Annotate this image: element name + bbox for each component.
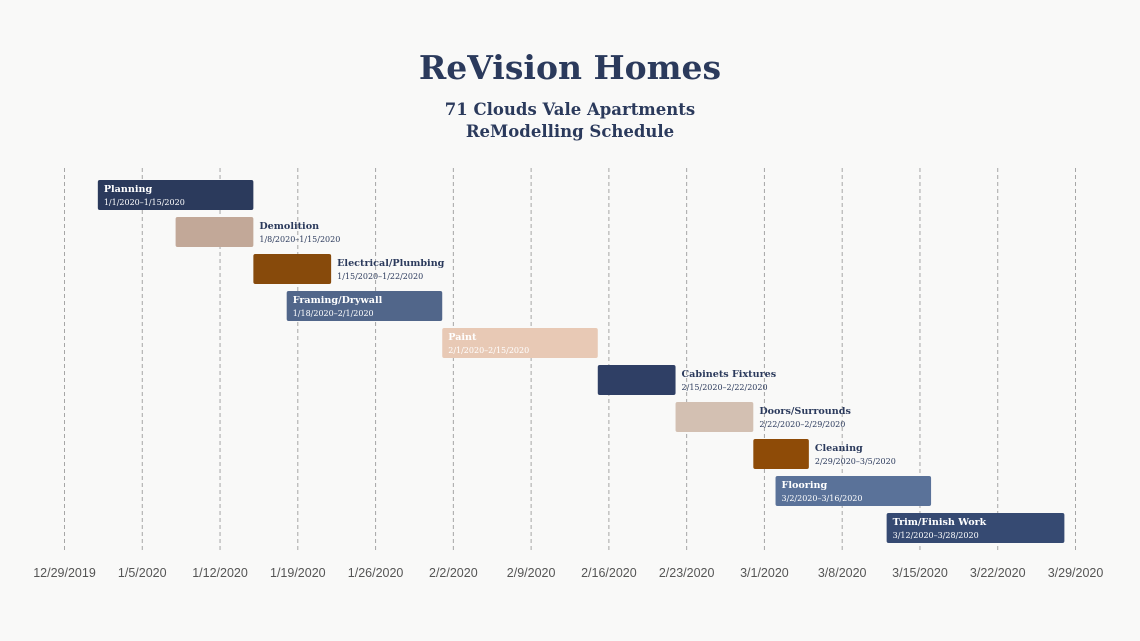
- task-bar: [675, 402, 754, 432]
- task-bar: [253, 254, 332, 284]
- x-tick-label: 3/8/2020: [818, 566, 867, 580]
- task-bar: [442, 328, 598, 358]
- x-tick-label: 1/19/2020: [270, 566, 326, 580]
- task-dates: 3/12/2020–3/28/2020: [893, 531, 979, 540]
- task-trim-finish-work: Trim/Finish Work 3/12/2020–3/28/2020: [886, 513, 1065, 543]
- task-dates: 1/15/2020–1/22/2020: [337, 272, 423, 281]
- task-cabinets-fixtures: Cabinets Fixtures 2/15/2020–2/22/2020: [597, 365, 777, 395]
- task-dates: 2/1/2020–2/15/2020: [448, 346, 529, 355]
- task-bar: [286, 291, 443, 321]
- task-dates: 2/22/2020–2/29/2020: [759, 420, 845, 429]
- task-doors-surrounds: Doors/Surrounds 2/22/2020–2/29/2020: [675, 402, 851, 432]
- x-tick-label: 3/15/2020: [892, 566, 948, 580]
- x-tick-label: 2/16/2020: [581, 566, 637, 580]
- task-name: Cleaning: [815, 443, 863, 454]
- task-planning: Planning 1/1/2020–1/15/2020: [97, 180, 254, 210]
- task-paint: Paint 2/1/2020–2/15/2020: [442, 328, 598, 358]
- task-bar: [97, 180, 254, 210]
- task-name: Cabinets Fixtures: [682, 369, 777, 380]
- task-demolition: Demolition 1/8/2020–1/15/2020: [175, 217, 340, 247]
- task-name: Doors/Surrounds: [759, 406, 851, 417]
- chart-title: ReVision Homes: [418, 48, 722, 87]
- task-bar: [753, 439, 809, 469]
- task-dates: 1/1/2020–1/15/2020: [104, 198, 185, 207]
- task-name: Flooring: [782, 480, 828, 491]
- task-name: Paint: [448, 332, 477, 343]
- x-tick-label: 3/22/2020: [970, 566, 1026, 580]
- task-name: Demolition: [259, 221, 319, 232]
- chart-subtitle-line2: ReModelling Schedule: [465, 122, 675, 141]
- task-electrical-plumbing: Electrical/Plumbing 1/15/2020–1/22/2020: [253, 254, 445, 284]
- x-tick-label: 2/23/2020: [659, 566, 715, 580]
- task-bar: [775, 476, 932, 506]
- x-tick-label: 3/29/2020: [1048, 566, 1104, 580]
- task-name: Planning: [104, 184, 153, 195]
- task-bar: [886, 513, 1065, 543]
- x-tick-label: 2/9/2020: [507, 566, 556, 580]
- x-tick-label: 1/5/2020: [118, 566, 167, 580]
- task-dates: 1/18/2020–2/1/2020: [293, 309, 374, 318]
- x-tick-label: 1/26/2020: [348, 566, 404, 580]
- task-bar: [175, 217, 254, 247]
- x-tick-label: 3/1/2020: [740, 566, 789, 580]
- task-name: Trim/Finish Work: [893, 517, 987, 528]
- task-dates: 1/8/2020–1/15/2020: [259, 235, 340, 244]
- task-cleaning: Cleaning 2/29/2020–3/5/2020: [753, 439, 896, 469]
- task-name: Electrical/Plumbing: [337, 258, 445, 269]
- task-name: Framing/Drywall: [293, 295, 383, 306]
- x-tick-label: 2/2/2020: [429, 566, 478, 580]
- task-dates: 3/2/2020–3/16/2020: [782, 494, 863, 503]
- chart-subtitle-line1: 71 Clouds Vale Apartments: [444, 100, 696, 119]
- task-dates: 2/29/2020–3/5/2020: [815, 457, 896, 466]
- task-bar: [597, 365, 676, 395]
- x-tick-label: 12/29/2019: [33, 566, 96, 580]
- task-dates: 2/15/2020–2/22/2020: [682, 383, 768, 392]
- task-flooring: Flooring 3/2/2020–3/16/2020: [775, 476, 932, 506]
- x-tick-label: 1/12/2020: [192, 566, 248, 580]
- task-framing-drywall: Framing/Drywall 1/18/2020–2/1/2020: [286, 291, 443, 321]
